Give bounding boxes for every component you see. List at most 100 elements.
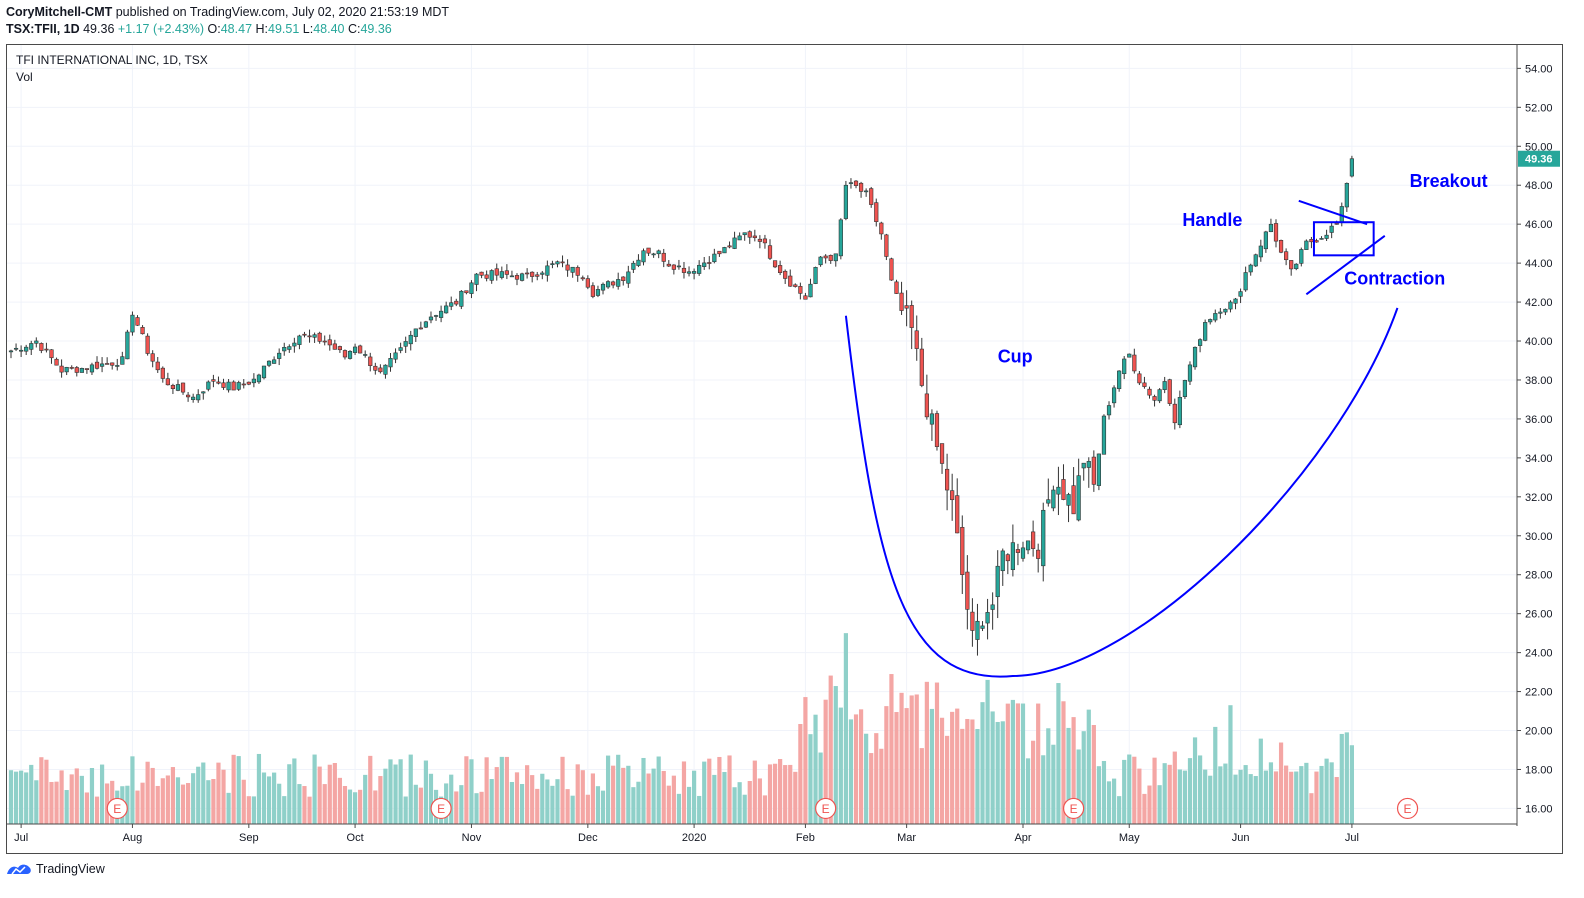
candle-body [712, 253, 717, 263]
candle-body [702, 262, 707, 267]
time-tick-label: Aug [123, 832, 143, 844]
candle-body [297, 335, 302, 345]
volume-bar [54, 781, 59, 824]
open-label: O: [207, 22, 221, 36]
candle-body [1223, 308, 1228, 313]
candle-body [398, 347, 403, 351]
volume-bar [550, 785, 555, 824]
volume-bar [307, 796, 312, 824]
tradingview-brand: TradingView [36, 862, 105, 876]
candle-body [1091, 456, 1096, 485]
candle-body [125, 331, 130, 360]
volume-bar [1025, 758, 1031, 824]
volume-bar [1106, 781, 1112, 824]
candle-body [469, 282, 474, 294]
volume-bar [337, 777, 342, 824]
volume-bar [702, 761, 707, 824]
candle-body [89, 364, 95, 373]
candle-body [1304, 240, 1309, 250]
price-tick-label: 20.00 [1525, 726, 1553, 738]
volume-bar [914, 694, 919, 824]
volume-bar [904, 708, 909, 824]
candle-body [479, 271, 484, 276]
volume-bar [818, 752, 823, 824]
earnings-marker: E [1396, 797, 1419, 820]
price-tick-label: 16.00 [1525, 803, 1553, 815]
time-tick-label: Nov [462, 832, 482, 844]
upper-trendline [1298, 199, 1368, 226]
volume-bar [1020, 703, 1026, 824]
volume-bar [722, 771, 727, 824]
volume-bar [287, 764, 292, 824]
volume-bar [545, 779, 550, 824]
candle-body [1005, 554, 1010, 562]
candle-body [899, 292, 904, 311]
volume-series [8, 633, 1354, 824]
candle-body [808, 283, 813, 298]
author-name[interactable]: CoryMitchell-CMT [6, 5, 113, 19]
candle-body [575, 267, 580, 276]
candle-body [1198, 339, 1203, 346]
candle-body [585, 278, 590, 288]
candle-body [772, 260, 778, 268]
last-price: 49.36 [83, 22, 115, 36]
candle-body [352, 346, 358, 353]
volume-bar [1248, 774, 1253, 824]
candle-body [1152, 396, 1157, 401]
volume-bar [1157, 785, 1162, 824]
axes: 54.00 52.00 50.00 48.00 46.00 44.00 42.00 40.00… [7, 45, 1560, 844]
candle-body [140, 327, 145, 335]
volume-bar [373, 790, 378, 824]
volume-bar [828, 675, 833, 824]
candle-body [616, 279, 621, 287]
volume-bar [985, 679, 990, 824]
volume-bar [155, 785, 160, 824]
candle-body [226, 381, 231, 391]
volume-bar [347, 789, 353, 824]
volume-bar [145, 761, 150, 824]
volume-bar [231, 754, 236, 824]
candle-body [1132, 354, 1137, 372]
earnings-marker: E [106, 797, 128, 820]
candle-body [509, 275, 515, 278]
candle-body [646, 247, 651, 254]
candle-body [858, 182, 864, 192]
candle-body [995, 565, 1000, 598]
candle-body [540, 272, 545, 275]
volume-bar [1071, 717, 1076, 824]
earnings-marker-label: E [1070, 802, 1078, 816]
candle-body [833, 253, 838, 262]
candle-body [1020, 547, 1026, 559]
volume-bar [383, 768, 388, 824]
candle-body [869, 188, 874, 205]
volume-bar [858, 709, 864, 824]
volume-bar [970, 719, 975, 824]
candle-body [1061, 479, 1066, 500]
candle-body [438, 310, 444, 318]
chart-pane[interactable]: E E E E E Cup Handle Contraction Breakout 54.00 5… [6, 44, 1563, 854]
volume-bar [955, 708, 960, 824]
tradingview-footer[interactable]: TradingView [6, 862, 105, 876]
candle-body [691, 271, 697, 274]
candle-body [1127, 353, 1132, 358]
price-tick-label: 34.00 [1525, 453, 1553, 465]
volume-bar [838, 707, 843, 824]
volume-bar [24, 772, 29, 824]
candle-body [1137, 373, 1142, 384]
candle-body [282, 346, 287, 352]
volume-bar [712, 774, 717, 824]
candle-body [1106, 405, 1112, 416]
volume-bar [418, 787, 423, 824]
volume-bar [778, 759, 783, 824]
volume-bar [327, 764, 332, 824]
volume-bar [1137, 768, 1142, 824]
volume-bar [1086, 709, 1091, 824]
candle-body [499, 271, 504, 278]
volume-bar [697, 795, 702, 824]
lower-trendline [1305, 235, 1386, 296]
price-tick-label: 24.00 [1525, 648, 1553, 660]
volume-bar [519, 784, 525, 824]
candle-body [1284, 251, 1289, 261]
earnings-marker-label: E [437, 802, 445, 816]
